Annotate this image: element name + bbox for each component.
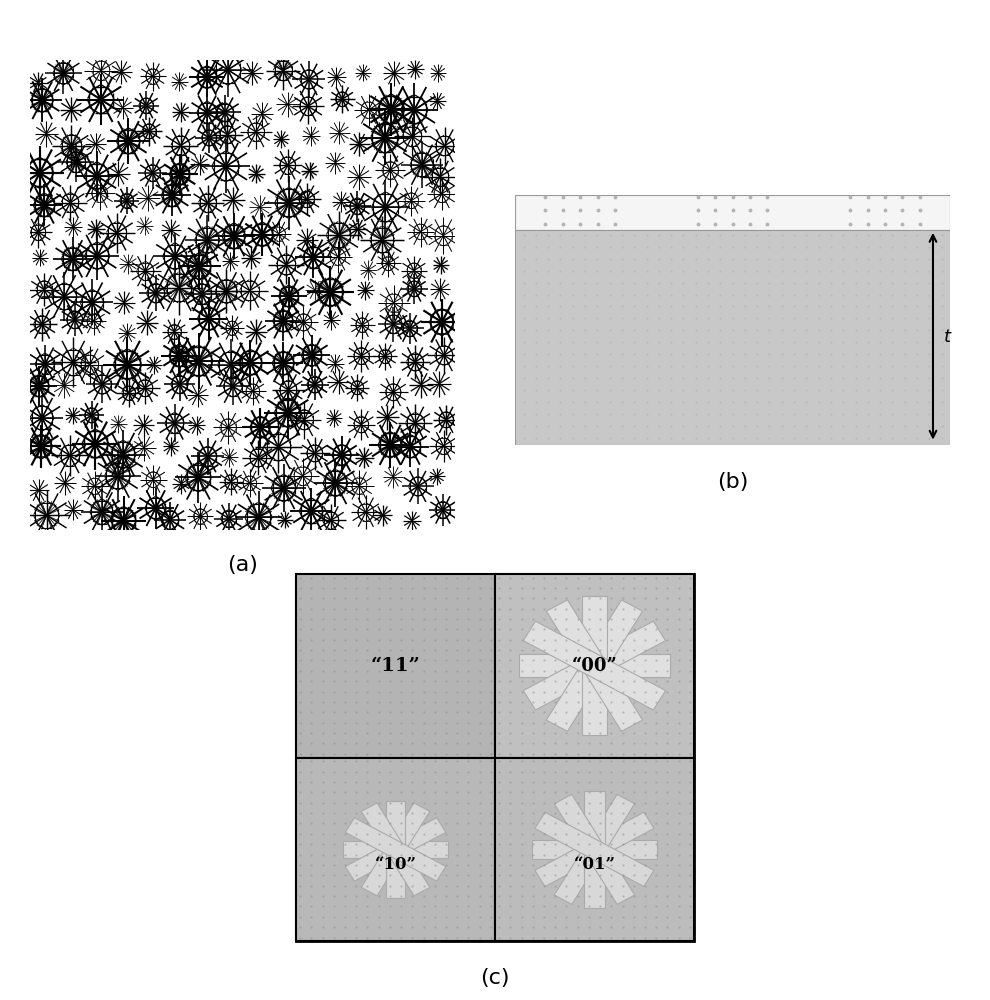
Polygon shape [346,818,446,881]
Polygon shape [554,794,635,904]
Bar [515,230,950,445]
Bar [495,758,694,941]
Polygon shape [346,818,446,881]
Bar [296,574,495,758]
Polygon shape [584,791,605,908]
Polygon shape [535,812,654,887]
Text: “00”: “00” [571,657,618,675]
Polygon shape [524,621,665,710]
Text: (b): (b) [717,472,748,492]
Polygon shape [582,596,607,735]
Polygon shape [520,654,669,677]
Polygon shape [554,794,635,904]
Text: (a): (a) [227,555,258,575]
Polygon shape [343,841,448,858]
Polygon shape [532,840,657,859]
Polygon shape [361,803,430,896]
Bar [296,758,495,941]
Text: “11”: “11” [370,657,421,675]
Polygon shape [546,600,643,731]
Polygon shape [535,812,654,887]
Text: “01”: “01” [573,856,616,873]
Text: “10”: “10” [374,856,417,873]
Bar [495,574,694,758]
Bar [515,195,950,230]
Text: t: t [943,328,950,347]
Polygon shape [546,600,643,731]
Polygon shape [361,803,430,896]
Text: (c): (c) [480,968,510,988]
Polygon shape [524,621,665,710]
Polygon shape [386,801,405,898]
